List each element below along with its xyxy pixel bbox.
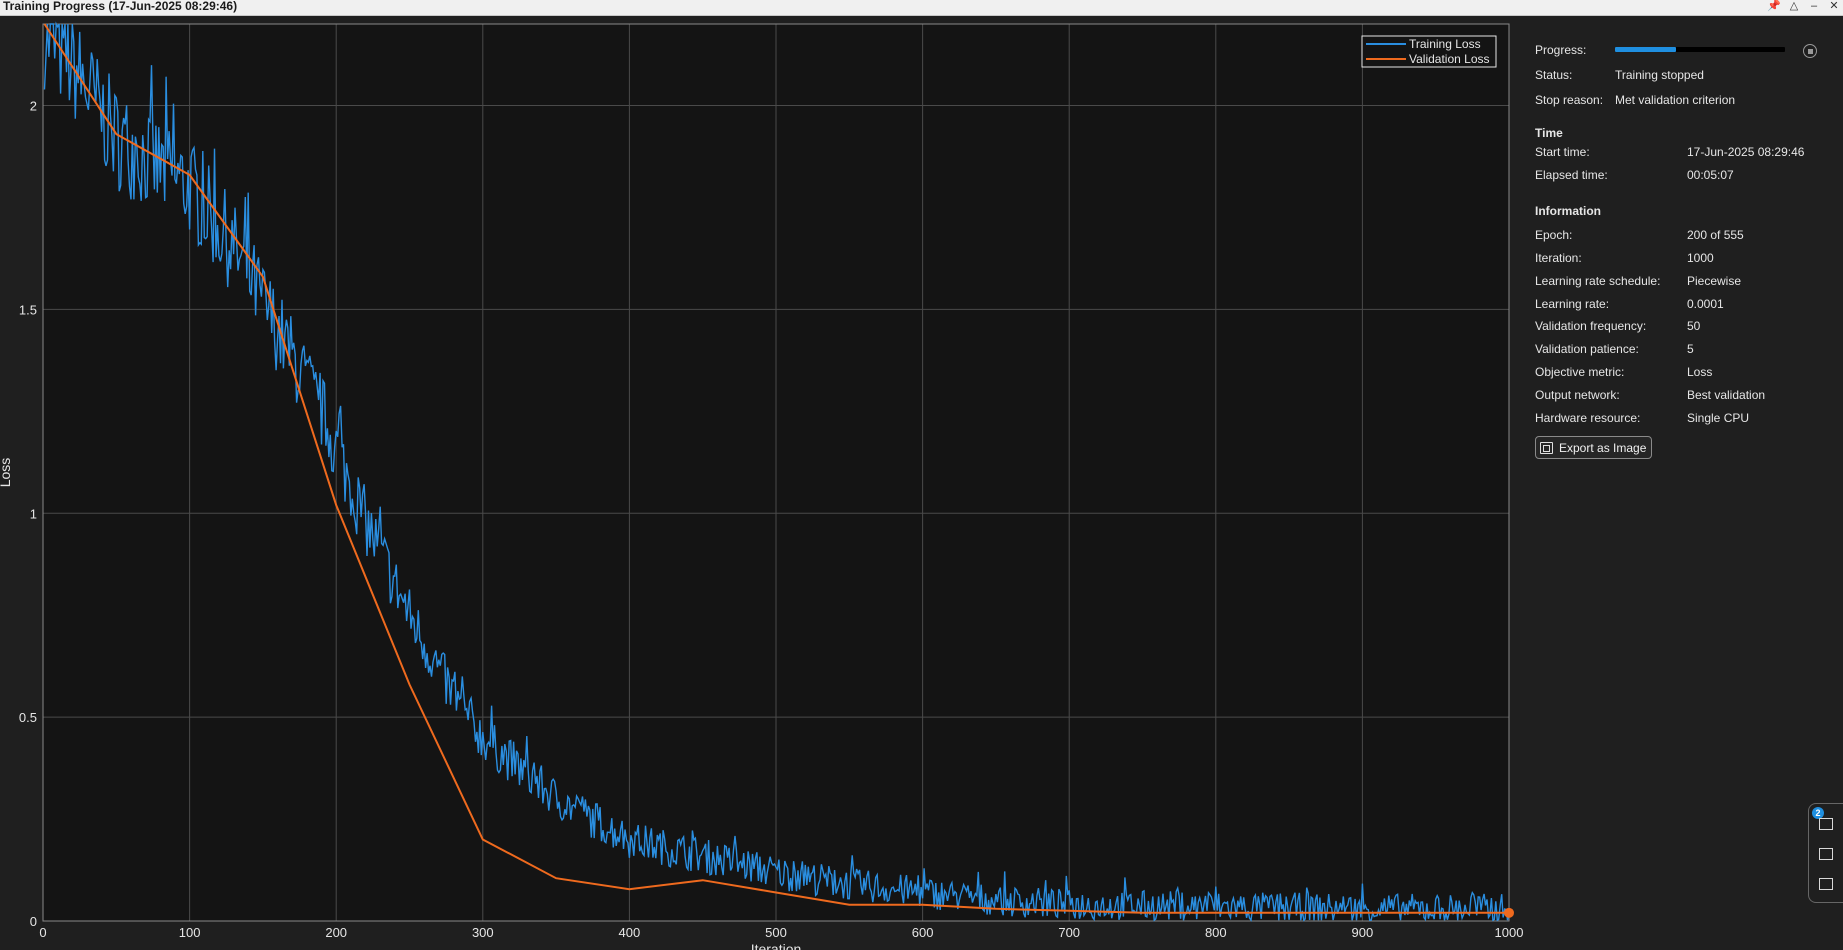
final-validation-point bbox=[1504, 907, 1514, 918]
progress-bar bbox=[1615, 47, 1785, 52]
training-loss-line bbox=[43, 21, 1510, 922]
export-button-label: Export as Image bbox=[1559, 440, 1647, 455]
start-time-label: Start time: bbox=[1535, 145, 1590, 159]
x-tick-label: 700 bbox=[1058, 925, 1080, 940]
undock-icon[interactable] bbox=[1819, 848, 1833, 860]
elapsed-time-label: Elapsed time: bbox=[1535, 168, 1608, 182]
legend-label: Training Loss bbox=[1409, 37, 1481, 51]
progress-label: Progress: bbox=[1535, 43, 1587, 57]
collapse-icon[interactable]: △ bbox=[1789, 0, 1799, 12]
info-value: 5 bbox=[1687, 342, 1694, 356]
legend-box bbox=[1361, 35, 1497, 68]
info-label: Validation patience: bbox=[1535, 342, 1639, 356]
info-value: 1000 bbox=[1687, 251, 1714, 265]
progress-bar-fill bbox=[1615, 47, 1677, 52]
info-label: Learning rate: bbox=[1535, 297, 1610, 311]
minimize-icon[interactable]: – bbox=[1810, 0, 1818, 12]
info-value: 50 bbox=[1687, 319, 1701, 333]
close-icon[interactable]: ✕ bbox=[1829, 0, 1839, 12]
x-tick-label: 200 bbox=[325, 925, 347, 940]
x-tick-label: 400 bbox=[619, 925, 641, 940]
stop-reason-label: Stop reason: bbox=[1535, 93, 1604, 107]
y-tick-label: 2 bbox=[30, 99, 37, 114]
pin-icon[interactable]: 📌 bbox=[1767, 0, 1781, 12]
elapsed-time-value: 00:05:07 bbox=[1687, 168, 1734, 182]
y-tick-label: 1.5 bbox=[19, 302, 37, 317]
y-tick-label: 0.5 bbox=[19, 710, 37, 725]
stop-icon bbox=[1807, 48, 1813, 54]
info-value: Best validation bbox=[1687, 388, 1766, 402]
x-tick-label: 300 bbox=[472, 925, 494, 940]
info-value: 200 of 555 bbox=[1687, 228, 1744, 242]
stop-reason-value: Met validation criterion bbox=[1615, 93, 1736, 107]
window-title: Training Progress (17-Jun-2025 08:29:46) bbox=[3, 0, 238, 13]
x-tick-label: 1000 bbox=[1495, 925, 1524, 940]
x-tick-label: 100 bbox=[179, 925, 201, 940]
status-value: Training stopped bbox=[1615, 68, 1704, 82]
info-label: Hardware resource: bbox=[1535, 411, 1641, 425]
x-tick-label: 500 bbox=[765, 925, 787, 940]
y-axis-label: Loss bbox=[0, 458, 13, 488]
y-tick-label: 0 bbox=[30, 914, 37, 929]
info-value: Piecewise bbox=[1687, 274, 1742, 288]
information-heading: Information bbox=[1535, 204, 1601, 218]
info-label: Epoch: bbox=[1535, 228, 1573, 242]
notification-badge: 2 bbox=[1812, 807, 1824, 819]
info-value: Single CPU bbox=[1687, 411, 1750, 425]
legend-label: Validation Loss bbox=[1409, 52, 1490, 66]
info-panel: Progress: Status: Training stopped Stop … bbox=[1530, 16, 1843, 950]
x-tick-label: 0 bbox=[39, 925, 46, 940]
window-controls: 📌 △ – ✕ bbox=[1767, 0, 1841, 14]
window-titlebar: Training Progress (17-Jun-2025 08:29:46)… bbox=[0, 0, 1843, 16]
loss-chart: 0 100 200 300 400 500 600 700 800 900 1000 0 0.5 1 1.5… bbox=[0, 21, 1524, 950]
x-tick-label: 900 bbox=[1352, 925, 1374, 940]
info-label: Learning rate schedule: bbox=[1535, 274, 1661, 288]
table-icon[interactable] bbox=[1819, 878, 1833, 890]
info-label: Objective metric: bbox=[1535, 365, 1625, 379]
x-tick-label: 800 bbox=[1205, 925, 1227, 940]
side-dock: 2 bbox=[1808, 803, 1843, 903]
stop-training-button[interactable] bbox=[1803, 44, 1817, 58]
info-value: Loss bbox=[1687, 365, 1713, 379]
windows-icon[interactable] bbox=[1819, 818, 1833, 830]
info-label: Validation frequency: bbox=[1535, 319, 1647, 333]
x-axis-label: Iteration bbox=[751, 941, 802, 950]
x-tick-label: 600 bbox=[912, 925, 934, 940]
y-tick-label: 1 bbox=[30, 506, 37, 521]
export-image-icon bbox=[1540, 441, 1553, 454]
info-label: Output network: bbox=[1535, 388, 1620, 402]
validation-loss-line bbox=[43, 23, 1509, 914]
export-as-image-button[interactable]: Export as Image bbox=[1535, 436, 1653, 459]
status-label: Status: bbox=[1535, 68, 1573, 82]
plot-frame bbox=[42, 23, 1510, 922]
info-label: Iteration: bbox=[1535, 251, 1582, 265]
start-time-value: 17-Jun-2025 08:29:46 bbox=[1687, 145, 1805, 159]
training-plot: 0 100 200 300 400 500 600 700 800 900 1000 0 0.5 1 1.5… bbox=[0, 16, 1530, 950]
time-heading: Time bbox=[1535, 126, 1563, 140]
info-value: 0.0001 bbox=[1687, 297, 1724, 311]
